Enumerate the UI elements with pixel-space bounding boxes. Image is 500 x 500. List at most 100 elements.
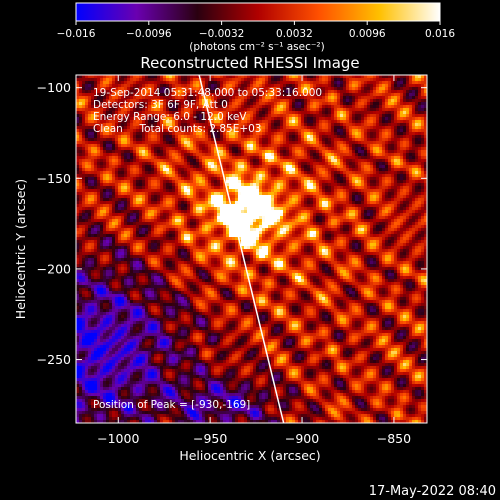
heatmap-cell — [397, 177, 401, 181]
heatmap-cell — [223, 144, 227, 148]
heatmap-cell — [217, 123, 221, 127]
heatmap-cell — [271, 198, 275, 202]
heatmap-cell — [136, 111, 140, 115]
heatmap-cell — [397, 102, 401, 106]
heatmap-cell — [244, 114, 248, 118]
heatmap-cell — [280, 150, 284, 154]
heatmap-cell — [142, 114, 146, 118]
heatmap-cell — [97, 78, 101, 82]
heatmap-cell — [82, 114, 86, 118]
heatmap-cell — [352, 129, 356, 133]
heatmap-cell — [91, 102, 95, 106]
heatmap-cell — [337, 132, 341, 136]
heatmap-cell — [100, 75, 104, 79]
heatmap-cell — [133, 96, 137, 100]
heatmap-cell — [298, 135, 302, 139]
heatmap-cell — [286, 87, 290, 91]
heatmap-cell — [265, 102, 269, 106]
heatmap-cell — [79, 150, 83, 154]
heatmap-cell — [361, 138, 365, 142]
heatmap-cell — [238, 192, 242, 196]
heatmap-cell — [94, 153, 98, 157]
heatmap-cell — [364, 138, 368, 142]
heatmap-cell — [376, 108, 380, 112]
heatmap-cell — [79, 195, 83, 199]
heatmap-cell — [379, 141, 383, 145]
heatmap-cell — [343, 129, 347, 133]
heatmap-cell — [388, 174, 392, 178]
heatmap-cell — [100, 129, 104, 133]
heatmap-cell — [328, 165, 332, 169]
heatmap-cell — [406, 81, 410, 85]
heatmap-cell — [343, 123, 347, 127]
heatmap-cell — [196, 138, 200, 142]
heatmap-cell — [271, 183, 275, 187]
heatmap-cell — [394, 123, 398, 127]
heatmap-cell — [196, 96, 200, 100]
heatmap-cell — [193, 162, 197, 166]
heatmap-cell — [106, 117, 110, 121]
heatmap-cell — [253, 96, 257, 100]
heatmap-cell — [400, 120, 404, 124]
heatmap-cell — [232, 96, 236, 100]
heatmap-cell — [295, 147, 299, 151]
heatmap-cell — [286, 186, 290, 190]
heatmap-cell — [214, 90, 218, 94]
heatmap-cell — [415, 96, 419, 100]
heatmap-cell — [94, 135, 98, 139]
heatmap-cell — [148, 105, 152, 109]
heatmap-cell — [112, 129, 116, 133]
heatmap-cell — [421, 156, 425, 160]
heatmap-cell — [274, 96, 278, 100]
heatmap-cell — [256, 105, 260, 109]
heatmap-cell — [400, 156, 404, 160]
heatmap-cell — [352, 102, 356, 106]
heatmap-cell — [328, 138, 332, 142]
heatmap-cell — [277, 177, 281, 181]
heatmap-cell — [373, 87, 377, 91]
heatmap-cell — [85, 174, 89, 178]
heatmap-cell — [376, 114, 380, 118]
heatmap-cell — [172, 99, 176, 103]
heatmap-cell — [250, 159, 254, 163]
heatmap-cell — [184, 192, 188, 196]
heatmap-cell — [178, 108, 182, 112]
heatmap-cell — [148, 120, 152, 124]
heatmap-cell — [268, 99, 272, 103]
heatmap-cell — [88, 87, 92, 91]
heatmap-cell — [166, 144, 170, 148]
heatmap-cell — [409, 120, 413, 124]
heatmap-cell — [406, 189, 410, 193]
heatmap-cell — [310, 138, 314, 142]
heatmap-cell — [76, 195, 80, 199]
heatmap-cell — [94, 78, 98, 82]
heatmap-cell — [85, 96, 89, 100]
heatmap-cell — [283, 84, 287, 88]
heatmap-cell — [322, 156, 326, 160]
heatmap-cell — [154, 81, 158, 85]
heatmap-cell — [283, 96, 287, 100]
heatmap-cell — [115, 129, 119, 133]
heatmap-cell — [202, 78, 206, 82]
heatmap-cell — [250, 120, 254, 124]
heatmap-cell — [271, 123, 275, 127]
heatmap-cell — [277, 192, 281, 196]
heatmap-cell — [370, 150, 374, 154]
heatmap-cell — [286, 183, 290, 187]
heatmap-cell — [376, 129, 380, 133]
heatmap-cell — [340, 153, 344, 157]
heatmap-cell — [115, 75, 119, 79]
heatmap-cell — [322, 168, 326, 172]
heatmap-cell — [214, 192, 218, 196]
heatmap-cell — [151, 189, 155, 193]
heatmap-cell — [169, 102, 173, 106]
heatmap-cell — [139, 183, 143, 187]
heatmap-cell — [232, 87, 236, 91]
heatmap-cell — [127, 144, 131, 148]
heatmap-cell — [307, 147, 311, 151]
heatmap-cell — [412, 120, 416, 124]
heatmap-cell — [223, 135, 227, 139]
heatmap-cell — [109, 144, 113, 148]
heatmap-cell — [418, 99, 422, 103]
heatmap-cell — [184, 81, 188, 85]
